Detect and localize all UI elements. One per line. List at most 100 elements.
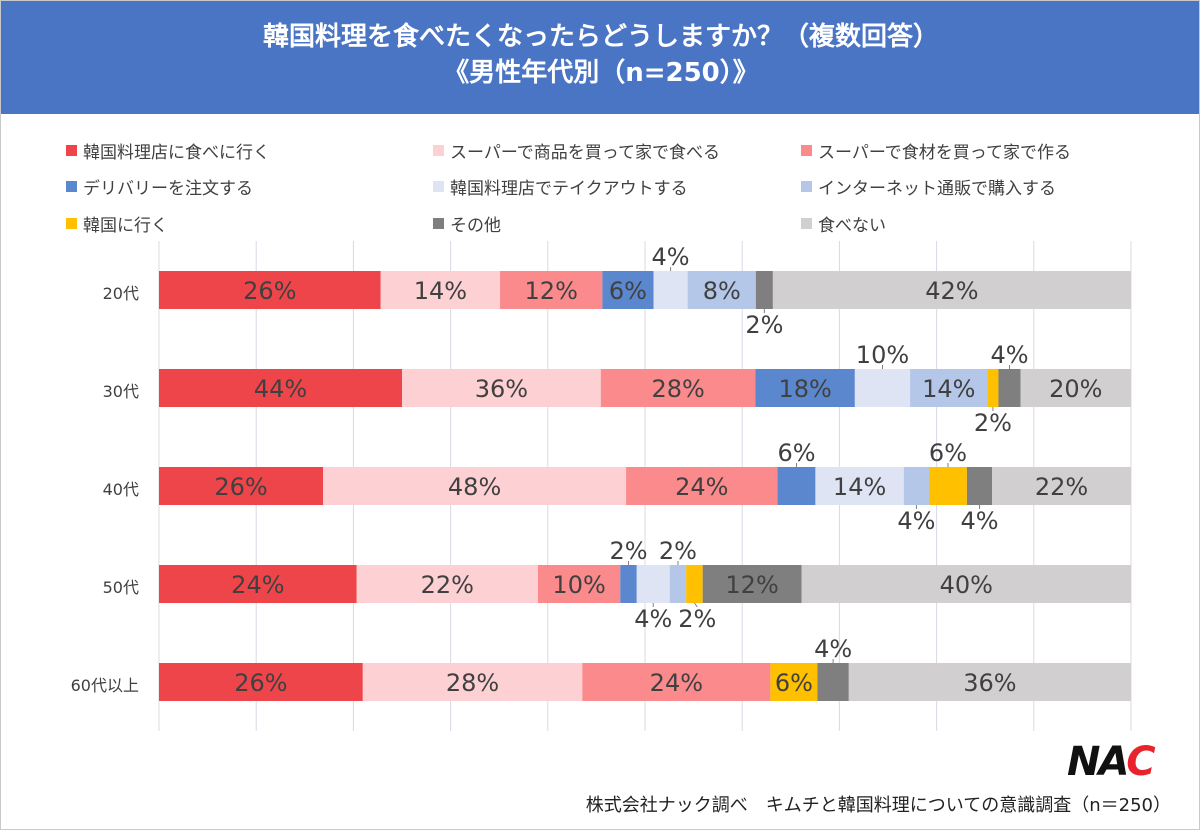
legend-swatch — [66, 181, 77, 192]
legend-label: 韓国に行く — [83, 216, 168, 236]
nac-logo: NAC — [1067, 739, 1156, 785]
data-label: 4% — [814, 635, 852, 663]
leader-line — [694, 602, 698, 608]
chart-subtitle: 《男性年代別（n=250）》 — [443, 58, 759, 88]
bar-segment — [159, 565, 357, 603]
legend-label: 韓国料理店でテイクアウトする — [450, 179, 688, 199]
data-label: 6% — [775, 669, 813, 697]
legend-swatch — [433, 181, 444, 192]
data-label: 26% — [214, 473, 267, 501]
data-label: 6% — [609, 277, 647, 305]
legend-swatch — [801, 218, 812, 229]
bar-segment — [854, 369, 911, 407]
data-label: 8% — [703, 277, 741, 305]
legend-swatch — [66, 218, 77, 229]
chart-header: 韓国料理を食べたくなったらどうしますか？（複数回答） 《男性年代別（n=250）… — [1, 1, 1199, 114]
data-label: 2% — [974, 409, 1012, 437]
legend-item: デリバリーを注文する — [66, 174, 253, 199]
legend-item: 食べない — [801, 211, 886, 236]
bar-segment — [770, 663, 818, 701]
data-label: 4% — [652, 243, 690, 271]
bar-segment — [777, 467, 816, 505]
bar-segment — [755, 369, 855, 407]
legend-swatch — [66, 145, 77, 156]
legend-label: デリバリーを注文する — [83, 179, 253, 199]
data-label: 22% — [1035, 473, 1088, 501]
data-label: 14% — [922, 375, 975, 403]
bar-segment — [159, 271, 381, 309]
bar-segment — [582, 663, 771, 701]
bar-segment — [910, 369, 988, 407]
bar-segment — [380, 271, 501, 309]
bar-segment — [848, 663, 1131, 701]
bar-segment — [801, 565, 1131, 603]
bar-segment — [500, 271, 603, 309]
legend-label: スーパーで商品を買って家で食べる — [450, 143, 720, 163]
data-label: 42% — [925, 277, 978, 305]
legend-item: その他 — [433, 211, 501, 236]
data-label: 4% — [960, 507, 998, 535]
legend-label: その他 — [450, 216, 501, 236]
bar-segment — [356, 565, 538, 603]
bar-segment — [669, 565, 687, 603]
bar-segment — [620, 565, 637, 603]
bar-segment — [636, 565, 670, 603]
bar-segment — [815, 467, 904, 505]
legend-swatch — [801, 181, 812, 192]
data-label: 2% — [745, 311, 783, 339]
data-label: 12% — [725, 571, 778, 599]
legend-label: 韓国料理店に食べに行く — [83, 143, 270, 163]
data-label: 24% — [650, 669, 703, 697]
data-label: 28% — [651, 375, 704, 403]
bar-segment — [159, 369, 402, 407]
bar-segment — [602, 271, 654, 309]
data-label: 14% — [833, 473, 886, 501]
legend-item: 韓国に行く — [66, 211, 168, 236]
data-label: 40% — [940, 571, 993, 599]
data-label: 18% — [778, 375, 831, 403]
category-label: 40代 — [102, 480, 139, 499]
data-label: 24% — [231, 571, 284, 599]
legend-swatch — [801, 145, 812, 156]
data-label: 36% — [963, 669, 1016, 697]
data-label: 6% — [929, 439, 967, 467]
bar-segment — [929, 467, 967, 505]
data-label: 28% — [446, 669, 499, 697]
data-label: 6% — [777, 439, 815, 467]
data-label: 4% — [634, 605, 672, 633]
bar-segment — [702, 565, 802, 603]
data-label: 10% — [552, 571, 605, 599]
data-label: 2% — [609, 537, 647, 565]
bar-segment — [1020, 369, 1131, 407]
bar-segment — [626, 467, 778, 505]
data-label: 26% — [234, 669, 287, 697]
legend-item: スーパーで商品を買って家で食べる — [433, 138, 720, 163]
bar-segment — [362, 663, 583, 701]
legend-swatch — [433, 218, 444, 229]
data-label: 26% — [243, 277, 296, 305]
data-label: 2% — [678, 605, 716, 633]
legend-item: 韓国料理店でテイクアウトする — [433, 174, 688, 199]
bar-segment — [686, 565, 703, 603]
bar-segment — [600, 369, 756, 407]
bar-segment — [653, 271, 688, 309]
data-label: 24% — [675, 473, 728, 501]
data-label: 10% — [856, 341, 909, 369]
bar-segment — [159, 663, 363, 701]
bar-segment — [159, 467, 324, 505]
legend-swatch — [433, 145, 444, 156]
legend-item: インターネット通販で購入する — [801, 174, 1056, 199]
data-label: 4% — [990, 341, 1028, 369]
source-note: 株式会社ナック調べ キムチと韓国料理についての意識調査（n＝250） — [585, 795, 1171, 816]
category-label: 60代以上 — [70, 676, 139, 695]
bar-segment — [998, 369, 1021, 407]
legend-label: インターネット通販で購入する — [818, 179, 1056, 199]
bar-segment — [966, 467, 993, 505]
category-label: 30代 — [102, 382, 139, 401]
chart-title: 韓国料理を食べたくなったらどうしますか？（複数回答） — [262, 22, 939, 52]
data-label: 22% — [421, 571, 474, 599]
bar-segment — [772, 271, 1131, 309]
legend-item: 韓国料理店に食べに行く — [66, 138, 270, 163]
